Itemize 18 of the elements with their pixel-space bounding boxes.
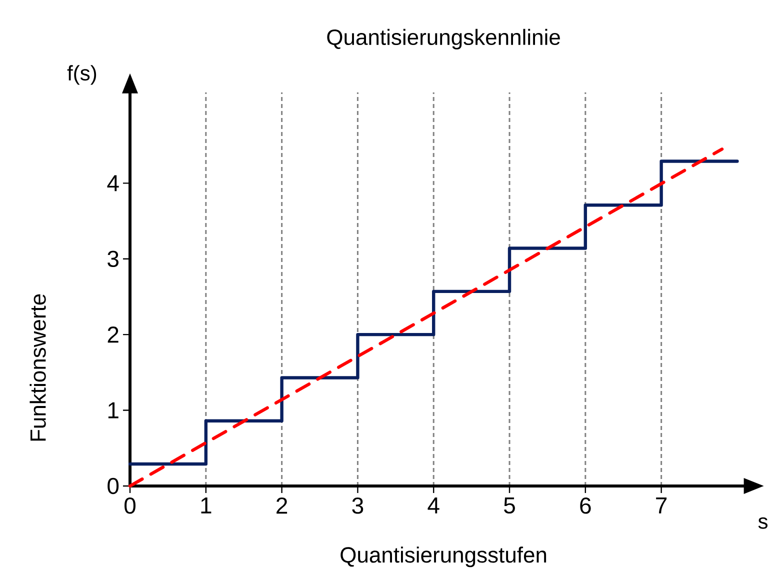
x-tick-label: 2 bbox=[276, 498, 288, 514]
y-tick-label: 0 bbox=[108, 478, 119, 494]
y-tick-label: 1 bbox=[108, 402, 118, 418]
y-tick-label: 3 bbox=[108, 250, 118, 268]
x-tick-label: 5 bbox=[504, 498, 515, 514]
x-tick-label: 7 bbox=[656, 498, 667, 514]
y-tick-label: 4 bbox=[107, 175, 119, 192]
x-axis-title: Quantisierungsstufen bbox=[340, 546, 546, 568]
y-axis-title: Funktionswerte bbox=[30, 294, 46, 441]
chart-title: Quantisierungskennlinie bbox=[327, 28, 560, 50]
x-tick-label: 4 bbox=[428, 498, 440, 514]
x-tick-label: 3 bbox=[352, 498, 364, 514]
x-tick-label: 6 bbox=[580, 498, 591, 514]
text: s bbox=[758, 517, 768, 529]
x-tick-label: 0 bbox=[124, 498, 136, 514]
x-tick-label: 1 bbox=[201, 498, 212, 514]
y-tick-label: 2 bbox=[108, 326, 118, 343]
text: f(s) bbox=[67, 65, 96, 85]
